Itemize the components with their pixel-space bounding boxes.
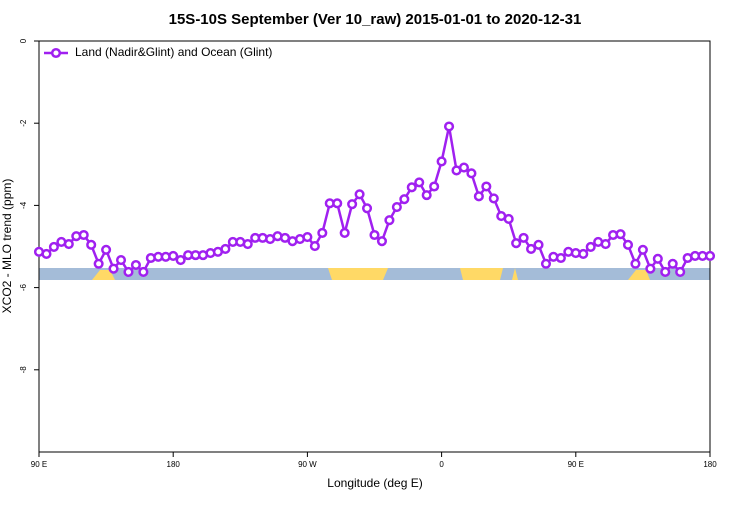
y-tick-label: -2: [19, 119, 28, 127]
data-point: [488, 193, 499, 204]
legend-marker: [50, 47, 62, 59]
data-point: [660, 266, 671, 278]
data-point: [78, 229, 89, 241]
data-point: [526, 243, 537, 255]
data-point: [600, 238, 611, 250]
data-point: [458, 162, 470, 173]
data-point: [48, 241, 59, 252]
data-point: [108, 263, 119, 274]
land-band: [328, 268, 388, 280]
chart-title: 15S-10S September (Ver 10_raw) 2015-01-0…: [169, 11, 582, 28]
data-point: [578, 248, 589, 259]
data-point: [391, 201, 402, 213]
data-point: [309, 241, 320, 252]
x-tick-label: 90 W: [298, 460, 317, 469]
data-point: [630, 258, 641, 269]
data-point: [481, 181, 492, 192]
land-ocean-mask: [39, 268, 710, 280]
data-point: [533, 239, 544, 250]
x-tick-label: 180: [703, 460, 717, 469]
data-point: [63, 238, 74, 250]
x-tick-label: 90 E: [568, 460, 584, 469]
data-point: [302, 231, 313, 243]
data-point: [115, 255, 127, 266]
data-point: [384, 215, 395, 226]
x-axis-label: Longitude (deg E): [327, 476, 422, 490]
land-band: [92, 270, 115, 280]
data-point: [130, 259, 141, 271]
data-point: [645, 263, 656, 274]
data-point: [503, 213, 514, 225]
data-point: [138, 266, 149, 278]
data-point: [406, 182, 417, 193]
data-point: [123, 266, 134, 278]
data-point: [361, 203, 373, 214]
data-point: [168, 250, 179, 262]
data-point: [585, 241, 596, 252]
data-point: [41, 248, 52, 259]
x-tick-label: 180: [167, 460, 181, 469]
data-point: [414, 177, 425, 188]
data-point: [354, 189, 365, 200]
data-point: [399, 194, 410, 205]
data-point: [101, 244, 112, 255]
data-point: [220, 243, 231, 255]
data-point: [555, 252, 566, 264]
data-point: [376, 236, 388, 247]
data-point: [637, 244, 648, 255]
data-point: [667, 258, 678, 269]
data-point: [421, 190, 432, 201]
y-tick-label: -8: [19, 366, 28, 374]
data-point: [518, 232, 529, 243]
data-point: [675, 266, 686, 278]
data-point: [317, 227, 328, 238]
data-point: [332, 198, 343, 209]
data-point: [444, 121, 455, 132]
data-point: [339, 227, 350, 238]
data-point: [436, 156, 447, 167]
x-tick-label: 90 E: [31, 460, 47, 469]
y-axis-label: XCO2 - MLO trend (ppm): [0, 179, 14, 314]
land-band: [460, 268, 503, 280]
land-band: [512, 268, 518, 280]
data-point: [704, 250, 716, 262]
data-point: [622, 239, 634, 250]
data-point: [511, 238, 522, 249]
data-point: [86, 239, 97, 250]
data-point: [175, 255, 186, 266]
data-point: [93, 258, 104, 269]
y-tick-label: -4: [19, 201, 28, 209]
land-band: [628, 270, 650, 280]
data-point: [473, 191, 484, 202]
x-tick-label: 0: [439, 460, 444, 469]
y-tick-label: -6: [19, 283, 28, 291]
y-tick-label: 0: [19, 38, 28, 43]
data-point: [466, 168, 477, 179]
data-point: [652, 253, 663, 264]
data-point: [540, 258, 552, 269]
data-point: [242, 238, 253, 250]
data-point: [615, 229, 626, 240]
data-point: [369, 229, 380, 241]
data-point: [429, 181, 440, 192]
data-point: [347, 199, 358, 210]
legend-label: Land (Nadir&Glint) and Ocean (Glint): [75, 45, 272, 59]
plot-frame: [38, 40, 711, 453]
